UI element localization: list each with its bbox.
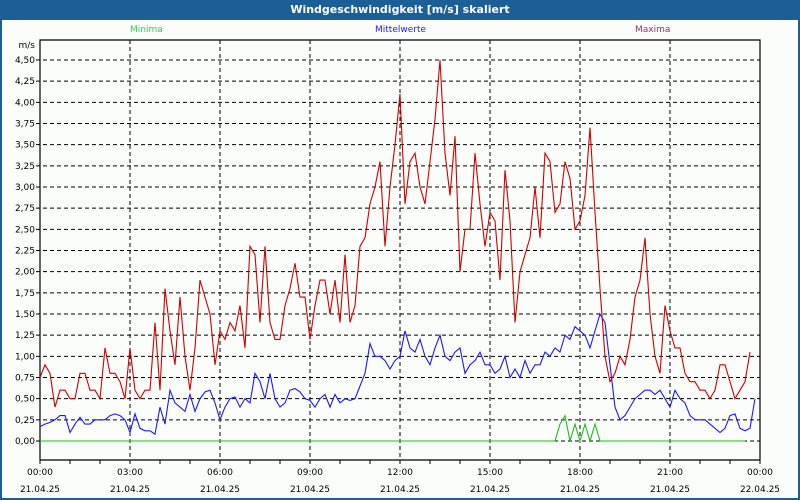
x-tick-date: 21.04.25: [200, 485, 240, 495]
y-tick-label: 0,25: [15, 416, 35, 426]
y-tick-label: 4,50: [15, 56, 35, 66]
y-tick-label: 3,25: [15, 162, 35, 172]
x-tick-time: 15:00: [477, 468, 503, 478]
x-tick-time: 00:00: [747, 468, 773, 478]
x-tick-time: 03:00: [117, 468, 143, 478]
y-tick-label: 1,75: [15, 289, 35, 299]
y-tick-label: 1,50: [15, 310, 35, 320]
y-tick-label: 3,00: [15, 183, 35, 193]
x-tick-time: 09:00: [297, 468, 323, 478]
y-tick-label: 2,25: [15, 247, 35, 257]
y-tick-label: 2,50: [15, 225, 35, 235]
y-tick-label: 0,75: [15, 374, 35, 384]
legend-minima: Minima: [130, 25, 163, 35]
y-tick-label: 4,25: [15, 77, 35, 87]
y-axis-unit: m/s: [19, 41, 36, 51]
y-tick-label: 1,00: [15, 352, 35, 362]
x-tick-time: 06:00: [207, 468, 233, 478]
y-tick-label: 3,50: [15, 141, 35, 151]
x-tick-time: 21:00: [657, 468, 683, 478]
series-mittelwerte: [39, 312, 756, 436]
plot-frame: [39, 39, 761, 461]
series-minima: [40, 414, 745, 443]
x-tick-time: 00:00: [27, 468, 53, 478]
x-tick-time: 12:00: [387, 468, 413, 478]
y-tick-label: 4,00: [15, 98, 35, 108]
x-tick-date: 21.04.25: [20, 485, 60, 495]
y-tick-label: 0,50: [15, 395, 35, 405]
legend-mittelwerte: Mittelwerte: [375, 25, 427, 35]
x-tick-date: 21.04.25: [110, 485, 150, 495]
y-tick-label: 2,75: [15, 204, 35, 214]
x-tick-date: 21.04.25: [470, 485, 510, 495]
x-tick-date: 21.04.25: [650, 485, 690, 495]
series-maxima: [39, 59, 751, 408]
x-tick-date: 21.04.25: [290, 485, 330, 495]
x-tick-date: 21.04.25: [380, 485, 420, 495]
chart-panel: Minima Mittelwerte Maxima 0,00 0,25 0,50 0,…: [2, 20, 798, 498]
y-tick-label: 1,25: [15, 331, 35, 341]
x-tick-date: 22.04.25: [740, 485, 780, 495]
x-tick-date: 21.04.25: [560, 485, 600, 495]
line-chart: 0,00 0,25 0,50 0,75 1,00 1,25 1,50 1,75 2,00 2,25…: [15, 39, 780, 495]
y-tick-label: 3,75: [15, 120, 35, 130]
x-tick-time: 18:00: [567, 468, 593, 478]
y-tick-label: 0,00: [15, 437, 35, 447]
legend-maxima: Maxima: [635, 25, 671, 35]
y-tick-label: 2,00: [15, 268, 35, 278]
window-title: Windgeschwindigkeit [m/s] skaliert: [290, 3, 510, 16]
